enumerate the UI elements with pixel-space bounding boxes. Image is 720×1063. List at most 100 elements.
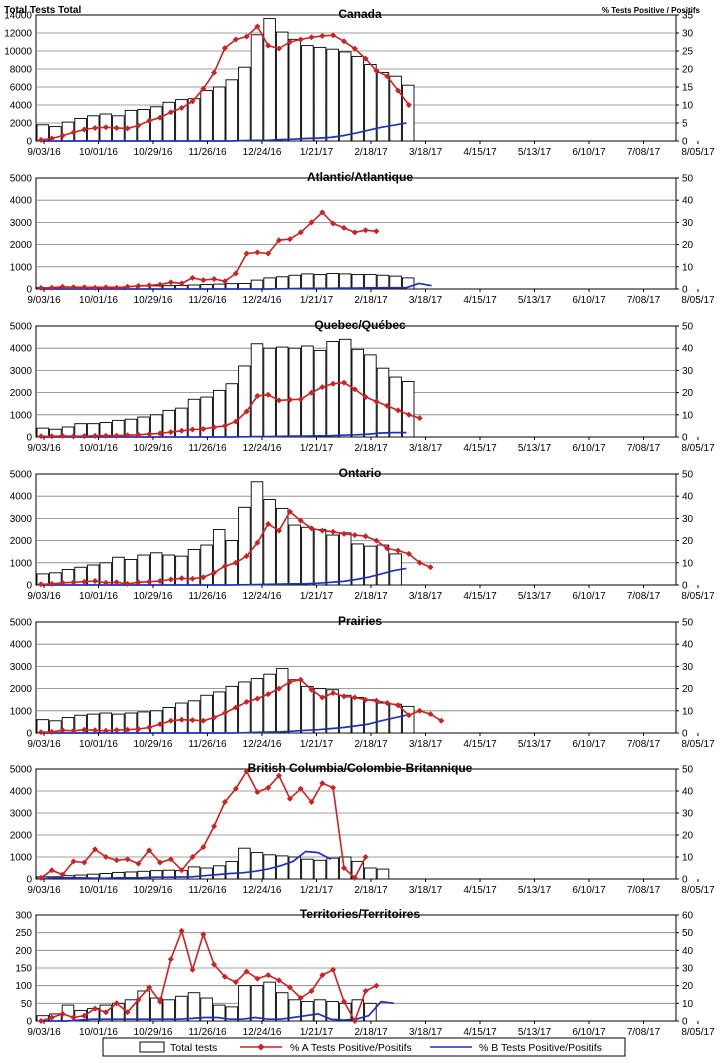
bar-total-tests bbox=[187, 98, 201, 142]
point-a-positive bbox=[135, 282, 142, 289]
point-a-positive bbox=[81, 126, 88, 133]
point-a-positive bbox=[59, 132, 66, 139]
point-a-positive bbox=[102, 124, 109, 131]
x-tick-label: 2/18/17 bbox=[354, 739, 388, 750]
point-a-positive bbox=[319, 780, 326, 787]
point-a-positive bbox=[243, 698, 250, 705]
point-a-positive bbox=[221, 45, 228, 52]
x-tick-label: 10/29/16 bbox=[134, 295, 173, 306]
point-a-positive bbox=[308, 219, 315, 226]
x-tick-label: 9/03/16 bbox=[27, 295, 61, 306]
y-right-tick-label: 0 bbox=[682, 1017, 688, 1028]
bar-total-tests bbox=[288, 999, 302, 1022]
point-a-positive bbox=[232, 36, 239, 43]
y-left-tick-label: 2000 bbox=[10, 388, 33, 399]
y-right-tick-label: 30 bbox=[682, 366, 694, 377]
x-tick-label: 3/18/17 bbox=[409, 1027, 443, 1038]
point-a-positive bbox=[341, 379, 347, 386]
bar-total-tests bbox=[338, 338, 352, 438]
point-a-positive bbox=[330, 32, 337, 39]
point-a-positive bbox=[265, 391, 272, 398]
bar-total-tests bbox=[288, 524, 302, 586]
y-right-tick-label: 40 bbox=[682, 196, 694, 207]
point-a-positive bbox=[254, 249, 261, 256]
point-a-positive bbox=[146, 578, 153, 585]
bar-total-tests bbox=[288, 347, 302, 438]
y-left-tick-label: 2000 bbox=[10, 240, 33, 251]
x-tick-label: 12/24/16 bbox=[243, 147, 282, 158]
y-left-tick-label: 5000 bbox=[10, 470, 33, 481]
point-a-positive bbox=[341, 38, 347, 45]
x-tick-label: 10/01/16 bbox=[79, 739, 118, 750]
point-a-positive bbox=[135, 579, 142, 586]
point-a-positive bbox=[48, 135, 55, 142]
point-a-positive bbox=[384, 700, 391, 706]
point-a-positive bbox=[362, 394, 369, 400]
y-left-tick-label: 300 bbox=[15, 911, 32, 922]
point-a-positive bbox=[135, 122, 142, 129]
x-tick-label: 1/21/17 bbox=[300, 1027, 334, 1038]
point-a-positive bbox=[146, 984, 153, 991]
bar-total-tests bbox=[124, 559, 138, 586]
y-left-tick-label: 4000 bbox=[10, 344, 33, 355]
y-left-tick-label: 3000 bbox=[10, 218, 33, 229]
point-a-positive bbox=[308, 799, 315, 805]
point-a-positive bbox=[243, 553, 250, 560]
x-tick-label: 5/13/17 bbox=[518, 443, 552, 454]
point-a-positive bbox=[189, 274, 196, 281]
point-a-positive bbox=[113, 579, 120, 586]
point-a-positive bbox=[341, 530, 347, 537]
point-a-positive bbox=[362, 854, 369, 860]
point-a-positive bbox=[297, 517, 304, 524]
point-a-positive bbox=[157, 281, 163, 288]
bar-total-tests bbox=[401, 84, 415, 142]
bar-total-tests bbox=[86, 873, 100, 880]
bar-total-tests bbox=[250, 343, 264, 438]
x-tick-label: 7/08/17 bbox=[627, 739, 661, 750]
chart-title: British Columbia/Colombie-Britannique bbox=[248, 761, 473, 775]
y-left-tick-label: 5000 bbox=[10, 322, 33, 333]
legend-a-label: % A Tests Positive/Positifs bbox=[290, 1042, 412, 1054]
point-a-positive bbox=[81, 859, 88, 866]
bar-total-tests bbox=[36, 719, 50, 734]
x-tick-label: 12/24/16 bbox=[243, 443, 282, 454]
bar-total-tests bbox=[149, 106, 163, 142]
y-left-tick-label: 0 bbox=[26, 729, 32, 740]
point-a-positive bbox=[384, 545, 391, 552]
point-a-positive bbox=[319, 209, 326, 216]
point-a-positive bbox=[178, 927, 185, 934]
point-a-positive bbox=[124, 726, 131, 733]
bar-total-tests bbox=[187, 992, 201, 1022]
bar-total-tests bbox=[250, 279, 264, 290]
x-tick-label: 4/15/17 bbox=[463, 885, 497, 896]
point-a-positive bbox=[102, 727, 109, 734]
point-a-positive bbox=[102, 284, 109, 291]
y-right-tick-label: 30 bbox=[682, 964, 694, 975]
point-a-positive bbox=[200, 426, 207, 432]
y-right-tick-label: 20 bbox=[682, 981, 694, 992]
bar-total-tests bbox=[225, 79, 239, 142]
x-tick-label: 9/03/16 bbox=[27, 885, 61, 896]
y-right-tick-label: 0 bbox=[682, 285, 688, 296]
point-a-positive bbox=[81, 1012, 88, 1019]
bar-total-tests bbox=[301, 858, 314, 880]
point-a-positive bbox=[297, 995, 304, 1001]
y-right-tick-label: 10 bbox=[682, 558, 694, 569]
point-a-positive bbox=[70, 579, 77, 586]
point-a-positive bbox=[48, 1014, 55, 1021]
bar-total-tests bbox=[326, 273, 339, 290]
point-a-positive bbox=[200, 85, 207, 92]
x-tick-label: 3/18/17 bbox=[409, 147, 443, 158]
chart-title: Ontario bbox=[339, 466, 382, 480]
point-a-positive bbox=[351, 386, 358, 393]
x-tick-label: 12/24/16 bbox=[243, 885, 282, 896]
point-a-positive bbox=[113, 857, 120, 864]
x-tick-label: 6/10/17 bbox=[572, 147, 606, 158]
x-tick-label: 11/26/16 bbox=[188, 885, 227, 896]
point-a-positive bbox=[416, 559, 423, 566]
point-a-positive bbox=[362, 533, 369, 540]
point-a-positive bbox=[254, 695, 261, 702]
bar-total-tests bbox=[326, 48, 339, 142]
point-a-positive bbox=[308, 988, 315, 994]
point-a-positive bbox=[330, 528, 337, 535]
